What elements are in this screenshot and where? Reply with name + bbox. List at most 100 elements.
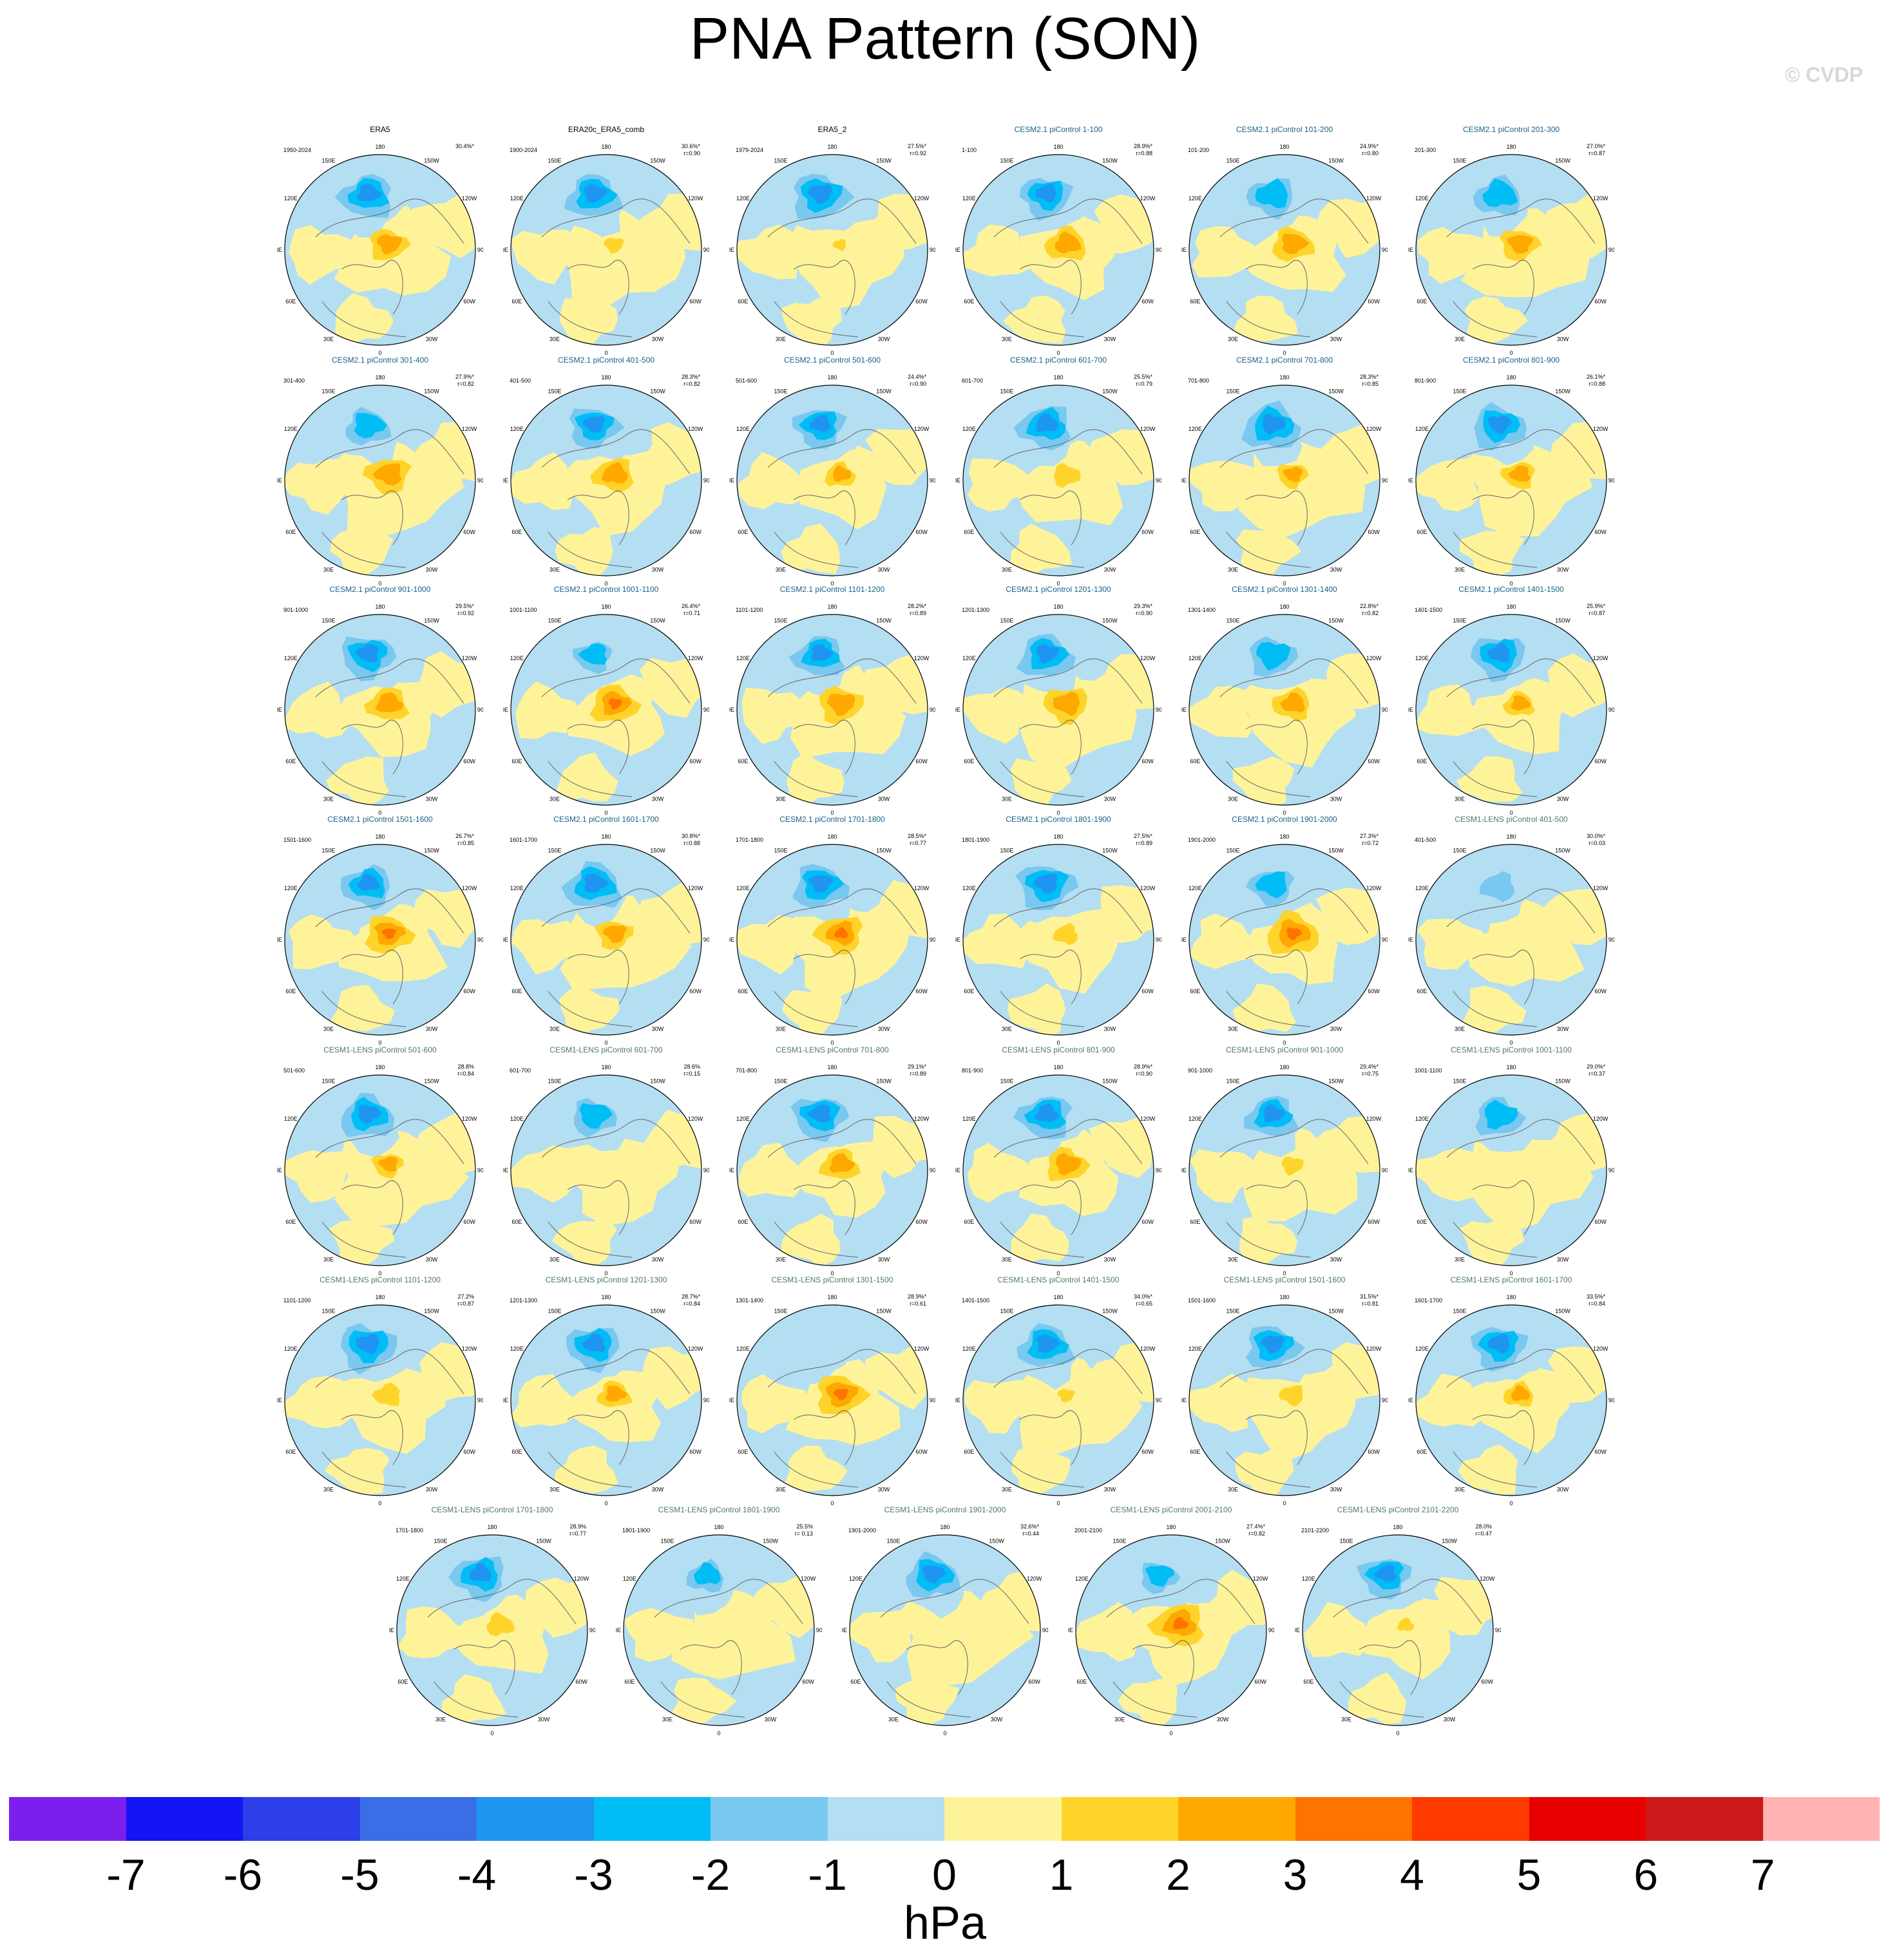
lon-label: 0	[1056, 1270, 1060, 1276]
lon-label: 30W	[652, 796, 664, 803]
lon-label: 30E	[1002, 567, 1012, 573]
panel-stats: 28.3%* r=0.85	[1360, 374, 1379, 388]
lon-label: 90W	[930, 1167, 935, 1174]
negative-region	[1255, 642, 1291, 671]
lon-label: 120W	[914, 195, 930, 202]
map-panel: CESM2.1 piControl 701-800 701-800 28.3%* r=…	[1181, 356, 1388, 586]
lon-label: 60W	[1141, 758, 1154, 765]
lon-label: 90W	[1156, 477, 1161, 484]
positive-region	[285, 681, 352, 739]
panel-years: 1101-1200	[736, 607, 763, 613]
panel-pattern-corr: r=0.92	[457, 610, 474, 616]
lon-label: 180	[601, 374, 611, 381]
lon-label: 150E	[1453, 157, 1466, 164]
lon-label: 120W	[688, 195, 703, 202]
coastline	[1226, 761, 1311, 797]
lon-label: 60W	[1481, 1679, 1493, 1685]
coastline	[774, 1451, 859, 1488]
lon-label: 60E	[285, 298, 296, 305]
coastline	[541, 1119, 691, 1165]
panel-variance-pct: 30.6%*	[681, 143, 700, 149]
lon-label: 90E	[729, 477, 734, 484]
lon-label: 0	[378, 810, 381, 815]
positive-region	[1234, 1449, 1294, 1496]
panel-title: CESM2.1 piControl 1001-1100	[553, 585, 659, 594]
lon-label: 180	[714, 1524, 723, 1530]
lon-label: 30W	[1330, 1487, 1342, 1493]
positive-region	[1417, 918, 1491, 970]
lon-label: 150E	[1453, 617, 1466, 623]
colorbar-box	[827, 1797, 944, 1841]
lon-label: 150W	[1328, 617, 1344, 623]
panel-variance-pct: 28.9%*	[1133, 1063, 1152, 1070]
lon-label: 180	[375, 374, 385, 381]
lon-label: 120W	[1593, 426, 1608, 432]
lon-label: 0	[378, 580, 381, 586]
lon-label: 30E	[323, 336, 334, 343]
positive-center	[1511, 695, 1531, 711]
lon-label: 30W	[426, 567, 438, 573]
map-panel: CESM1-LENS piControl 1101-1200 1101-1200 2…	[277, 1275, 483, 1506]
positive-region	[1416, 684, 1485, 737]
colorbar-tick-label: -3	[574, 1851, 613, 1899]
panel-stats: 30.8%* r=0.88	[682, 833, 700, 847]
map-panel: CESM1-LENS piControl 1901-2000 1901-2000 3…	[842, 1505, 1048, 1736]
lon-label: 30E	[549, 1026, 560, 1032]
lon-label: 120E	[510, 655, 524, 661]
lon-label: 90W	[477, 247, 483, 253]
polar-map: 180 150W 150E 120W 120E 90W 90E 60W 60E 30W 30E 0	[503, 1294, 709, 1506]
lon-label: 180	[827, 604, 837, 610]
lon-label: 30W	[652, 1257, 664, 1263]
lon-label: 90E	[729, 1397, 734, 1403]
lon-label: 60E	[1417, 758, 1427, 765]
map-border	[1188, 614, 1380, 806]
lon-label: 90E	[277, 477, 282, 484]
lon-label: 90W	[1608, 477, 1614, 484]
colorbar-tick-label: 3	[1283, 1851, 1308, 1899]
positive-center	[604, 238, 625, 254]
lon-label: 90E	[955, 707, 960, 713]
coastline	[1472, 719, 1534, 775]
lon-label: 0	[604, 580, 607, 586]
lon-label: 120E	[1188, 195, 1202, 202]
lon-label: 120E	[1415, 426, 1429, 432]
lon-label: 90E	[503, 1167, 508, 1174]
coastline	[321, 1451, 406, 1488]
panel-pattern-corr: r=0.82	[457, 381, 474, 387]
lon-label: 90W	[1156, 247, 1161, 253]
coastline	[567, 719, 629, 775]
coastline	[548, 991, 633, 1027]
positive-center	[1396, 1617, 1415, 1632]
map-panel: CESM1-LENS piControl 601-700 601-700 28.6%…	[503, 1045, 709, 1276]
lon-label: 0	[1509, 1270, 1513, 1276]
lon-label: 120W	[801, 1575, 816, 1582]
lon-label: 180	[1393, 1524, 1402, 1530]
lon-label: 90E	[729, 247, 734, 253]
coastline	[1219, 429, 1369, 475]
positive-center	[1286, 928, 1303, 940]
map-panel: CESM2.1 piControl 1401-1500 1401-1500 25.9…	[1408, 585, 1614, 815]
lon-label: 150W	[1102, 617, 1118, 623]
lon-label: 30E	[776, 1487, 786, 1493]
lon-label: 30E	[1228, 1257, 1238, 1263]
panel-variance-pct: 27.5%*	[1133, 833, 1152, 839]
lon-label: 30W	[426, 336, 438, 343]
lon-label: 30E	[888, 1717, 899, 1723]
lon-label: 180	[1279, 1294, 1289, 1300]
panel-stats: 29.5%* r=0.92	[455, 603, 474, 617]
panel-years: 101-200	[1188, 147, 1210, 153]
polar-map: 180 150W 150E 120W 120E 90W 90E 60W 60E 30W 30E 0	[1408, 374, 1614, 586]
lon-label: 60W	[915, 1219, 928, 1225]
lon-label: 150W	[876, 1308, 892, 1314]
positive-region	[329, 1219, 395, 1266]
lon-label: 30E	[435, 1717, 446, 1723]
lon-label: 60E	[1190, 529, 1200, 535]
coastline	[1132, 1640, 1194, 1695]
coastline	[1472, 949, 1534, 1005]
lon-label: 120W	[1480, 1575, 1495, 1582]
positive-region	[850, 1608, 916, 1662]
lon-label: 180	[1053, 604, 1063, 610]
lon-label: 30W	[991, 1717, 1003, 1723]
lon-label: 60E	[964, 758, 974, 765]
lon-label: 120W	[462, 655, 477, 661]
